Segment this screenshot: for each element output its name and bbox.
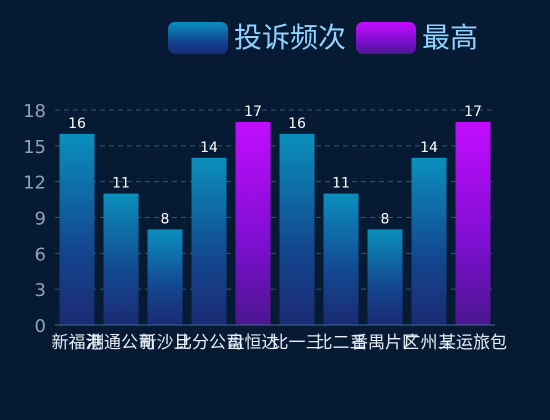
x-tick-label: 比一三 — [272, 333, 323, 353]
x-tick-label: 某运旅包 — [439, 333, 507, 353]
legend-swatch-count — [168, 22, 228, 54]
bar[interactable] — [323, 193, 359, 325]
x-tick-label: 广州三 — [404, 333, 455, 353]
legend-item-count[interactable]: 投诉频次 — [168, 22, 346, 54]
x-tick-label: 测通公司 — [87, 333, 155, 353]
bar-value-label: 8 — [161, 211, 170, 227]
y-tick-label: 18 — [23, 101, 46, 122]
y-tick-label: 0 — [35, 316, 46, 337]
bar-value-label: 17 — [464, 104, 482, 120]
y-tick-label: 6 — [35, 244, 46, 265]
bar-value-label: 8 — [381, 211, 390, 227]
y-tick-label: 12 — [23, 173, 46, 194]
legend-label-max: 最高 — [422, 21, 479, 54]
bars — [59, 121, 491, 325]
bar-value-label: 14 — [420, 140, 438, 156]
y-tick-label: 3 — [35, 280, 46, 301]
bar[interactable] — [103, 193, 139, 325]
x-tick-label: 盘恒达 — [228, 333, 279, 353]
bar[interactable] — [191, 157, 227, 325]
bar-value-label: 11 — [112, 176, 130, 192]
bar[interactable] — [147, 229, 183, 325]
x-tick-label: 比二三 — [316, 333, 367, 353]
bar[interactable] — [279, 133, 315, 325]
bar-value-label: 17 — [244, 104, 262, 120]
y-tick-label: 15 — [23, 137, 46, 158]
x-tick-label: 番禺片区 — [351, 333, 419, 353]
y-axis: 0 3 6 9 12 15 18 — [23, 101, 46, 337]
bar[interactable] — [367, 229, 403, 325]
legend-swatch-max — [356, 22, 417, 54]
bar-value-label: 14 — [200, 140, 218, 156]
bar-max[interactable] — [235, 121, 271, 325]
bar-value-label: 16 — [68, 116, 86, 132]
x-tick-label: 新沙旦 — [140, 333, 191, 353]
value-labels: 16 11 8 14 17 16 11 8 14 17 — [68, 104, 482, 228]
legend-item-max[interactable]: 最高 — [356, 22, 478, 54]
bar[interactable] — [59, 133, 95, 325]
bar-value-label: 16 — [288, 116, 306, 132]
legend: 投诉频次 最高 — [168, 22, 488, 54]
y-tick-label: 9 — [35, 209, 46, 230]
bar[interactable] — [411, 157, 447, 325]
legend-label-count: 投诉频次 — [234, 21, 347, 54]
x-tick-label: 比分公司 — [175, 333, 243, 353]
bar-value-label: 11 — [332, 176, 350, 192]
bar-max[interactable] — [455, 121, 491, 325]
x-tick-label: 新福港 — [52, 333, 103, 353]
